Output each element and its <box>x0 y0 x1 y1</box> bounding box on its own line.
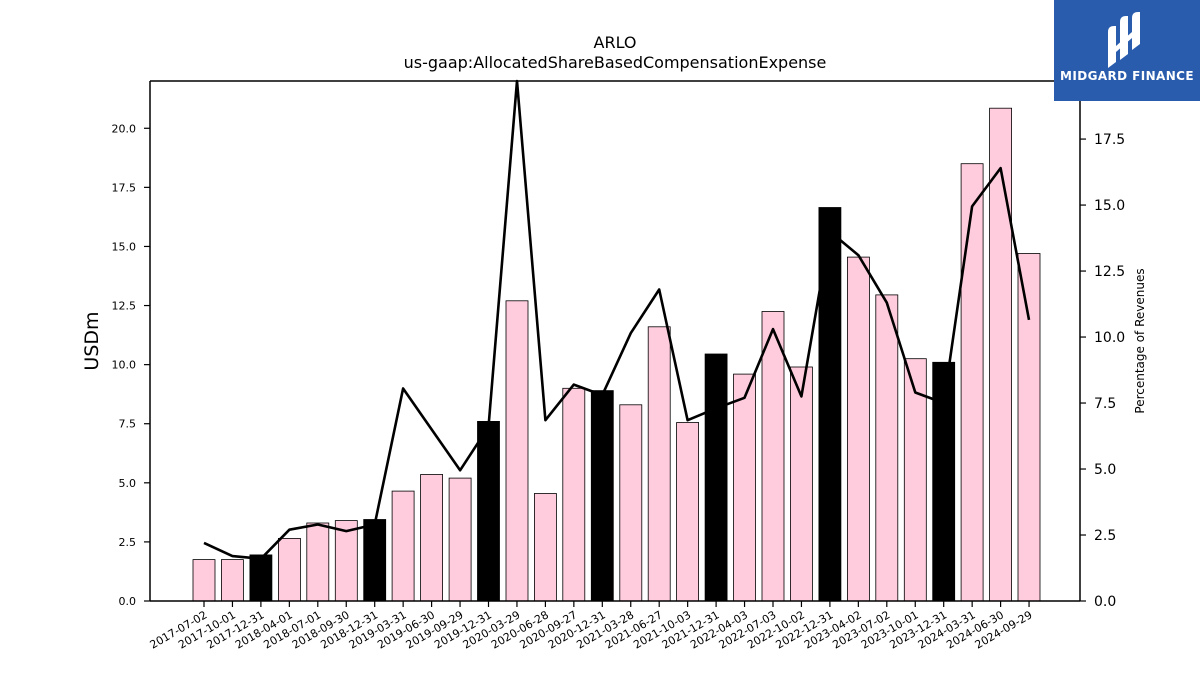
logo-text: MIDGARD FINANCE <box>1060 69 1194 83</box>
bar <box>989 107 1012 602</box>
y2-tick-label: 17.5 <box>1094 132 1125 148</box>
y2-tick-label: 15.0 <box>1094 198 1125 214</box>
bar <box>334 520 358 602</box>
y-tick-label: 17.5 <box>112 181 137 194</box>
chart-subtitle: us-gaap:AllocatedShareBasedCompensationE… <box>403 53 827 72</box>
y2-tick-label: 12.5 <box>1094 264 1125 280</box>
bar <box>477 420 500 602</box>
bar <box>220 559 244 602</box>
bar <box>761 311 785 602</box>
bar <box>192 559 216 602</box>
y-tick-label: 0.0 <box>119 595 137 608</box>
bar <box>790 366 813 602</box>
y2-tick-label: 2.5 <box>1094 528 1116 544</box>
y-tick-label: 2.5 <box>119 536 137 549</box>
bar <box>1017 253 1041 602</box>
bar <box>505 300 529 602</box>
bar <box>448 477 472 602</box>
y2-tick-label: 10.0 <box>1094 330 1125 346</box>
bar <box>534 493 557 602</box>
bar <box>363 519 387 602</box>
percentage-line <box>203 79 1031 561</box>
bar <box>562 387 586 602</box>
y-tick-label: 12.5 <box>112 300 137 313</box>
y2-tick-label: 5.0 <box>1094 462 1116 478</box>
bar <box>306 522 330 602</box>
chart-title: ARLO <box>593 33 637 52</box>
y2-tick-label: 0.0 <box>1094 594 1116 610</box>
bar <box>960 163 984 602</box>
y-tick-label: 7.5 <box>119 418 137 431</box>
bar <box>847 256 870 602</box>
y-tick-label: 20.0 <box>112 122 137 135</box>
bar <box>249 554 273 602</box>
bar <box>733 373 756 602</box>
y-axis-label: USDm <box>81 311 103 370</box>
bar <box>590 390 614 602</box>
y-tick-label: 15.0 <box>112 240 137 253</box>
bar <box>676 422 699 602</box>
bar <box>420 474 444 602</box>
bar <box>818 207 842 602</box>
bar <box>647 326 671 602</box>
bar <box>704 353 728 602</box>
bar <box>619 404 643 602</box>
y-tick-label: 10.0 <box>112 359 137 372</box>
bar <box>391 490 415 602</box>
bar <box>277 538 301 602</box>
y2-axis-label: Percentage of Revenues <box>1133 268 1147 413</box>
y-tick-label: 5.0 <box>119 477 137 490</box>
midgard-logo-icon <box>1108 12 1140 68</box>
bar <box>875 294 899 602</box>
y2-tick-label: 7.5 <box>1094 396 1116 412</box>
midgard-finance-logo: MIDGARD FINANCE <box>1054 0 1200 101</box>
